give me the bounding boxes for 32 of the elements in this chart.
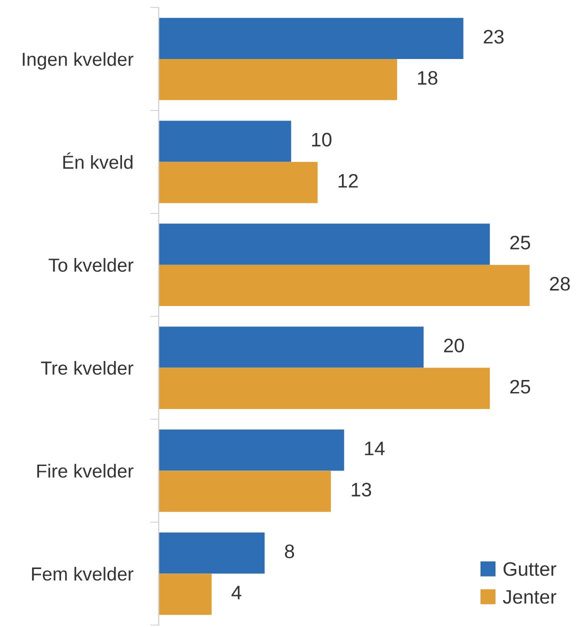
bar: [158, 430, 344, 471]
y-tick-label: Tre kvelder: [41, 360, 134, 375]
data-label: 4: [232, 586, 242, 600]
bar: [158, 574, 212, 615]
legend-label: Gutter: [504, 562, 556, 576]
data-label: 10: [312, 132, 332, 147]
data-label: 23: [484, 30, 504, 44]
y-tick-label: Én kveld: [63, 152, 132, 169]
bar: [158, 470, 331, 512]
y-tick-label: Fem kvelder: [32, 566, 134, 581]
bar: [158, 264, 530, 306]
data-label: 20: [444, 338, 464, 352]
bar: [158, 58, 398, 100]
y-tick-label: Fire kvelder: [37, 464, 134, 478]
data-label: 8: [284, 544, 294, 558]
data-label: 12: [338, 174, 358, 188]
data-label: 18: [418, 71, 438, 85]
bar: [158, 368, 490, 409]
data-label: 28: [550, 276, 570, 291]
bar: [158, 120, 292, 162]
bar: [158, 326, 424, 368]
y-tick-label: Ingen kvelder: [22, 52, 134, 70]
bar: [158, 18, 464, 59]
data-label: 25: [510, 236, 530, 250]
y-tick-label: To kvelder: [48, 258, 134, 272]
legend-label: Jenter: [502, 590, 556, 604]
data-label: 14: [365, 442, 385, 456]
bar: [158, 224, 490, 265]
bar: [158, 162, 318, 204]
data-label: 13: [352, 482, 372, 497]
data-label: 25: [510, 380, 530, 394]
bar: [158, 532, 265, 574]
